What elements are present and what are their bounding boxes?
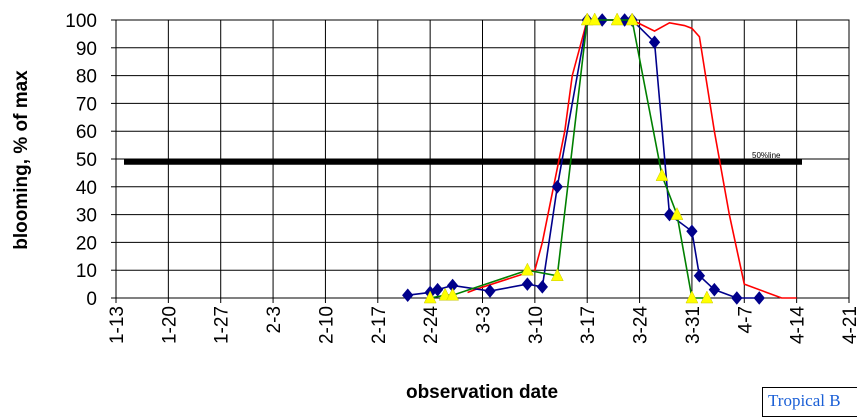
series-3	[423, 12, 714, 304]
blooming-chart: 0 10 20 30 40 50 60 70 80 90 100 1-13 1-20 1-27 2-3 2-…	[11, 11, 857, 403]
data-point-diamond	[693, 268, 706, 283]
data-point-diamond	[648, 35, 661, 50]
y-tick-label: 0	[86, 289, 97, 310]
tropical-link[interactable]: Tropical B	[762, 387, 857, 417]
y-tick-label: 100	[65, 11, 97, 32]
data-point-diamond	[551, 180, 563, 194]
data-point-triangle	[685, 290, 699, 304]
x-tick-label: 4-7	[735, 306, 756, 333]
x-axis-title: observation date	[406, 382, 558, 403]
data-point-diamond	[484, 284, 496, 298]
data-point-diamond	[753, 291, 765, 305]
y-tick-label: 90	[76, 39, 97, 60]
x-tick-label: 3-31	[683, 306, 704, 344]
x-tick-label: 1-13	[107, 306, 128, 344]
data-point-triangle	[520, 262, 534, 276]
data-point-triangle	[423, 290, 437, 304]
data-point-triangle	[446, 287, 459, 301]
x-tick-label: 3-17	[578, 306, 599, 344]
x-tick-label: 1-20	[159, 306, 180, 344]
data-point-diamond	[708, 282, 721, 297]
data-point-diamond	[536, 280, 548, 294]
x-tick-label: 1-27	[212, 306, 233, 344]
y-tick-label: 50	[76, 150, 97, 171]
data-point-triangle	[588, 12, 602, 26]
y-tick-label: 20	[76, 233, 97, 254]
x-tick-label: 2-17	[369, 306, 390, 344]
y-tick-label: 70	[76, 94, 97, 115]
y-tick-label: 10	[76, 261, 97, 282]
data-point-diamond	[686, 224, 698, 239]
y-axis-title: blooming, % of max	[11, 70, 32, 250]
series-line	[467, 19, 797, 299]
x-tick-label: 4-21	[840, 306, 857, 344]
x-tick-label: 2-24	[421, 306, 442, 344]
data-point-triangle	[700, 290, 714, 304]
data-point-triangle	[550, 268, 564, 282]
reference-line-group: 50%line	[124, 151, 802, 165]
y-axis-ticks: 0 10 20 30 40 50 60 70 80 90 100	[65, 11, 116, 310]
data-point-diamond	[402, 288, 414, 303]
x-tick-label: 3-24	[631, 306, 652, 344]
x-tick-label: 4-14	[788, 306, 809, 344]
x-tick-label: 3-10	[526, 306, 547, 344]
data-point-diamond	[521, 277, 534, 291]
x-tick-label: 2-3	[264, 306, 285, 333]
x-tick-label: 3-3	[474, 306, 495, 333]
data-point-triangle	[655, 168, 669, 181]
data-point-triangle	[625, 12, 639, 26]
y-tick-label: 60	[76, 122, 97, 143]
reference-line-label: 50%line	[752, 151, 781, 160]
y-tick-label: 40	[76, 178, 97, 199]
series-lines	[402, 12, 797, 305]
series-1	[467, 19, 797, 299]
data-point-triangle	[610, 12, 624, 26]
y-tick-label: 30	[76, 206, 97, 227]
data-point-triangle	[670, 207, 684, 220]
y-tick-label: 80	[76, 67, 97, 88]
x-tick-label: 2-10	[316, 306, 337, 344]
data-point-diamond	[431, 282, 444, 297]
x-axis-ticks: 1-13 1-20 1-27 2-3 2-10 2-17 2-24 3-3 3-10 3-17 3-…	[107, 298, 857, 344]
data-point-diamond	[731, 291, 743, 305]
